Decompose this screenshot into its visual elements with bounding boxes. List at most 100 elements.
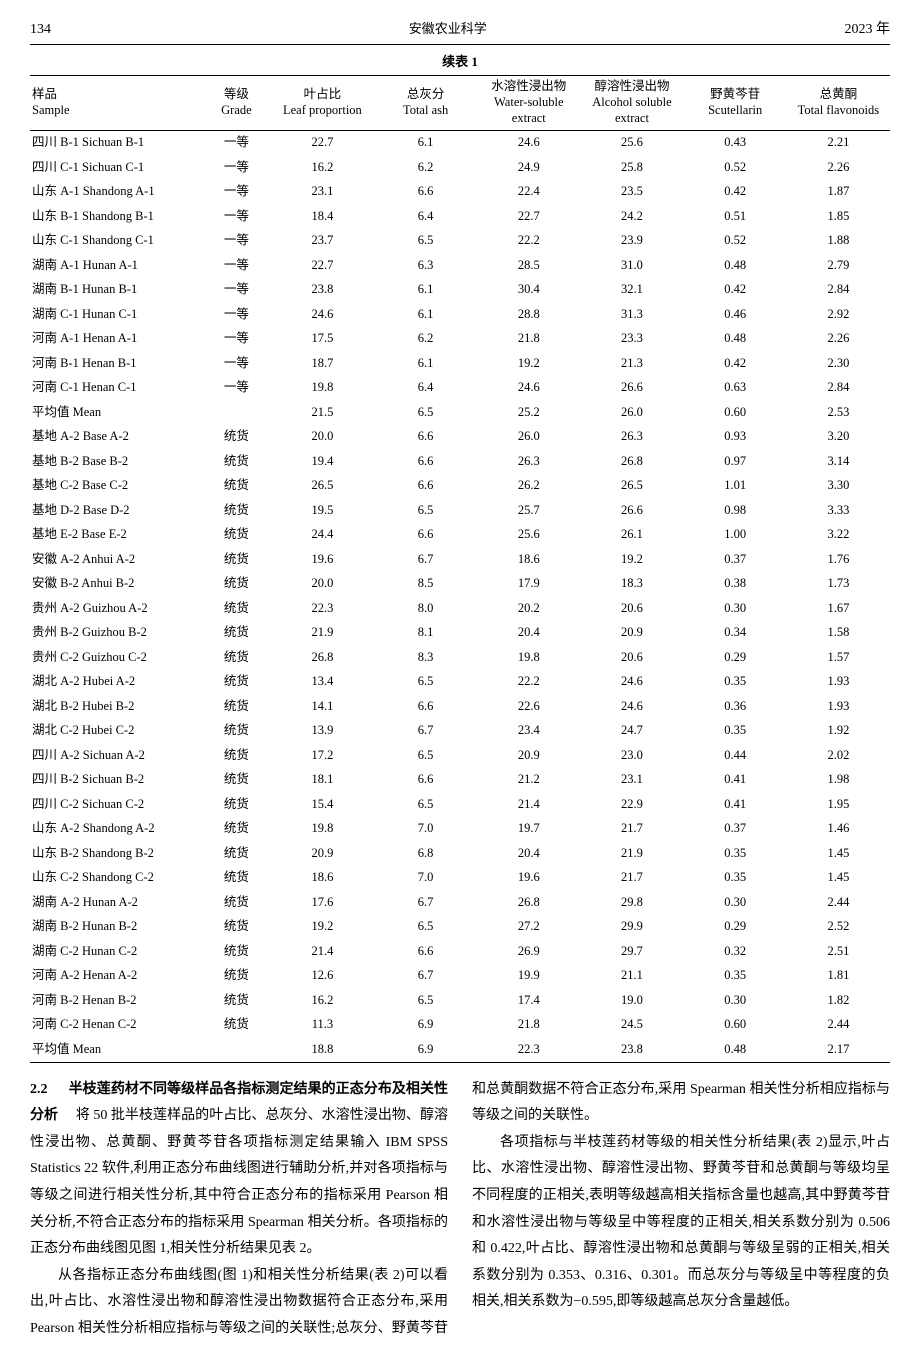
table-cell: 19.6 bbox=[271, 547, 374, 572]
table-cell: 1.92 bbox=[787, 719, 890, 744]
table-cell: 18.4 bbox=[271, 204, 374, 229]
table-cell: 统货 bbox=[202, 596, 271, 621]
table-row: 基地 B-2 Base B-2统货19.46.626.326.80.973.14 bbox=[30, 449, 890, 474]
table-cell: 21.8 bbox=[477, 327, 580, 352]
header-cn: 总灰分 bbox=[378, 87, 473, 103]
table-cell: 统货 bbox=[202, 939, 271, 964]
table-cell: 6.6 bbox=[374, 425, 477, 450]
table-cell: 20.2 bbox=[477, 596, 580, 621]
table-cell: 6.9 bbox=[374, 1037, 477, 1062]
table-cell: 0.46 bbox=[684, 302, 787, 327]
table-cell: 山东 A-1 Shandong A-1 bbox=[30, 180, 202, 205]
table-cell: 21.9 bbox=[580, 841, 683, 866]
table-cell: 0.29 bbox=[684, 645, 787, 670]
table-cell: 21.1 bbox=[580, 964, 683, 989]
table-cell: 23.1 bbox=[271, 180, 374, 205]
table-cell: 四川 C-2 Sichuan C-2 bbox=[30, 792, 202, 817]
table-cell: 1.45 bbox=[787, 866, 890, 891]
table-cell: 6.1 bbox=[374, 302, 477, 327]
table-cell: 21.5 bbox=[271, 400, 374, 425]
table-cell: 湖南 B-1 Hunan B-1 bbox=[30, 278, 202, 303]
table-cell: 6.4 bbox=[374, 376, 477, 401]
paragraph-1: 2.2 半枝莲药材不同等级样品各指标测定结果的正态分布及相关性分析 将 50 批… bbox=[30, 1077, 448, 1263]
table-cell: 6.5 bbox=[374, 229, 477, 254]
table-cell: 24.5 bbox=[580, 1013, 683, 1038]
table-row: 四川 C-1 Sichuan C-1一等16.26.224.925.80.522… bbox=[30, 155, 890, 180]
table-cell: 基地 A-2 Base A-2 bbox=[30, 425, 202, 450]
table-cell: 24.6 bbox=[580, 670, 683, 695]
table-cell: 24.4 bbox=[271, 523, 374, 548]
table-cell: 19.2 bbox=[580, 547, 683, 572]
table-cell: 1.81 bbox=[787, 964, 890, 989]
page-header: 134 安徽农业科学 2023 年 bbox=[30, 20, 890, 45]
journal-name: 安徽农业科学 bbox=[409, 20, 487, 38]
table-cell: 6.9 bbox=[374, 1013, 477, 1038]
section-number: 2.2 bbox=[30, 1082, 48, 1097]
table-cell: 26.5 bbox=[271, 474, 374, 499]
table-cell: 3.20 bbox=[787, 425, 890, 450]
header-en: Total ash bbox=[378, 103, 473, 119]
table-row: 安徽 B-2 Anhui B-2统货20.08.517.918.30.381.7… bbox=[30, 572, 890, 597]
table-cell: 6.6 bbox=[374, 180, 477, 205]
table-cell: 18.6 bbox=[271, 866, 374, 891]
table-cell: 1.00 bbox=[684, 523, 787, 548]
table-row: 贵州 C-2 Guizhou C-2统货26.88.319.820.60.291… bbox=[30, 645, 890, 670]
table-cell: 26.6 bbox=[580, 376, 683, 401]
table-cell: 湖北 A-2 Hubei A-2 bbox=[30, 670, 202, 695]
table-cell: 0.44 bbox=[684, 743, 787, 768]
table-cell: 2.30 bbox=[787, 351, 890, 376]
table-cell: 山东 A-2 Shandong A-2 bbox=[30, 817, 202, 842]
table-cell: 0.30 bbox=[684, 596, 787, 621]
table-cell: 13.9 bbox=[271, 719, 374, 744]
table-cell: 26.3 bbox=[477, 449, 580, 474]
table-cell: 24.6 bbox=[580, 694, 683, 719]
table-cell: 19.8 bbox=[477, 645, 580, 670]
table-cell: 18.3 bbox=[580, 572, 683, 597]
table-cell: 统货 bbox=[202, 498, 271, 523]
table-cell: 0.38 bbox=[684, 572, 787, 597]
table-row: 山东 C-1 Shandong C-1一等23.76.522.223.90.52… bbox=[30, 229, 890, 254]
table-row: 四川 A-2 Sichuan A-2统货17.26.520.923.00.442… bbox=[30, 743, 890, 768]
table-cell: 18.1 bbox=[271, 768, 374, 793]
table-cell: 一等 bbox=[202, 376, 271, 401]
table-cell: 23.8 bbox=[580, 1037, 683, 1062]
table-cell: 6.8 bbox=[374, 841, 477, 866]
table-cell: 21.7 bbox=[580, 817, 683, 842]
table-row: 四川 B-1 Sichuan B-1一等22.76.124.625.60.432… bbox=[30, 130, 890, 155]
table-row: 四川 C-2 Sichuan C-2统货15.46.521.422.90.411… bbox=[30, 792, 890, 817]
table-cell: 3.33 bbox=[787, 498, 890, 523]
table-cell: 26.0 bbox=[477, 425, 580, 450]
table-cell: 23.9 bbox=[580, 229, 683, 254]
table-cell: 1.57 bbox=[787, 645, 890, 670]
table-cell: 1.95 bbox=[787, 792, 890, 817]
table-cell: 25.7 bbox=[477, 498, 580, 523]
table-cell: 16.2 bbox=[271, 988, 374, 1013]
table-cell: 3.30 bbox=[787, 474, 890, 499]
table-cell: 0.35 bbox=[684, 719, 787, 744]
table-cell: 山东 C-1 Shandong C-1 bbox=[30, 229, 202, 254]
table-cell: 30.4 bbox=[477, 278, 580, 303]
table-row: 河南 C-1 Henan C-1一等19.86.424.626.60.632.8… bbox=[30, 376, 890, 401]
header-en: Total flavonoids bbox=[791, 103, 886, 119]
header-cn: 野黄芩苷 bbox=[688, 87, 783, 103]
table-row: 湖南 C-2 Hunan C-2统货21.46.626.929.70.322.5… bbox=[30, 939, 890, 964]
table-row: 山东 C-2 Shandong C-2统货18.67.019.621.70.35… bbox=[30, 866, 890, 891]
table-cell: 25.8 bbox=[580, 155, 683, 180]
table-cell: 1.87 bbox=[787, 180, 890, 205]
table-cell: 统货 bbox=[202, 645, 271, 670]
table-cell: 19.6 bbox=[477, 866, 580, 891]
header-cn: 总黄酮 bbox=[791, 87, 886, 103]
table-cell: 0.29 bbox=[684, 915, 787, 940]
table-cell: 2.51 bbox=[787, 939, 890, 964]
table-cell: 31.3 bbox=[580, 302, 683, 327]
table-cell: 18.8 bbox=[271, 1037, 374, 1062]
table-row: 湖南 C-1 Hunan C-1一等24.66.128.831.30.462.9… bbox=[30, 302, 890, 327]
table-cell: 平均值 Mean bbox=[30, 400, 202, 425]
table-cell: 17.2 bbox=[271, 743, 374, 768]
table-cell: 湖南 B-2 Hunan B-2 bbox=[30, 915, 202, 940]
table-cell: 河南 B-2 Henan B-2 bbox=[30, 988, 202, 1013]
header-en: Leaf proportion bbox=[275, 103, 370, 119]
table-row: 河南 A-1 Henan A-1一等17.56.221.823.30.482.2… bbox=[30, 327, 890, 352]
table-cell: 21.4 bbox=[477, 792, 580, 817]
table-row: 河南 C-2 Henan C-2统货11.36.921.824.50.602.4… bbox=[30, 1013, 890, 1038]
